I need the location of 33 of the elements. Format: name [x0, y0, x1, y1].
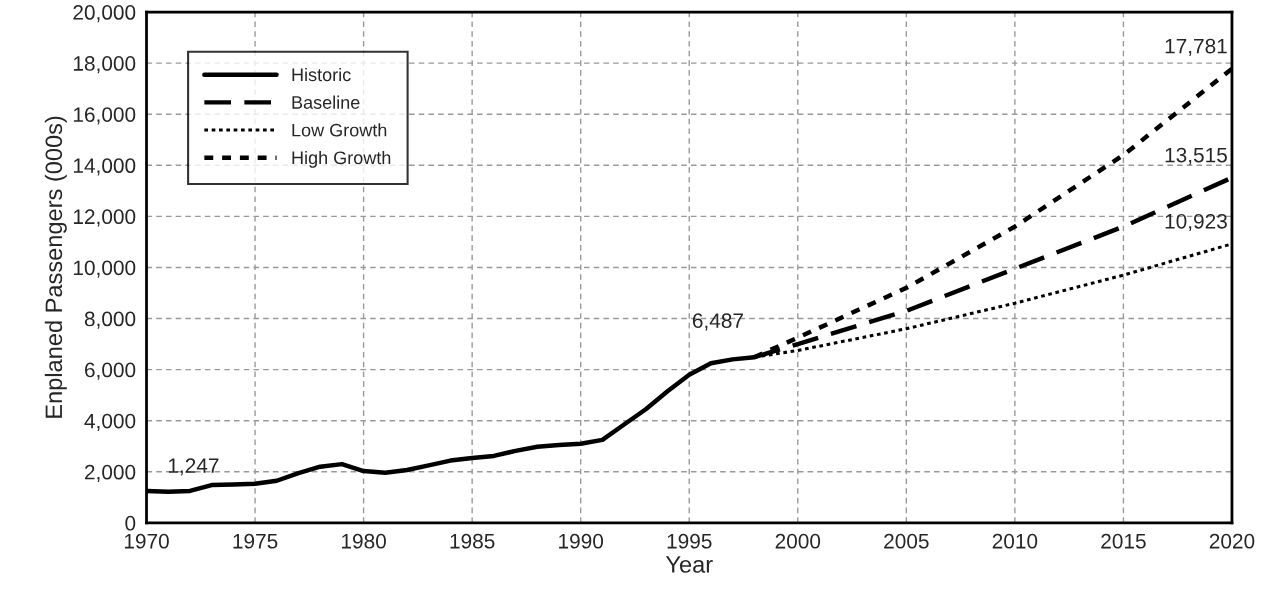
legend-label: Historic	[292, 67, 351, 82]
y-tick-label: 4,000	[84, 413, 136, 431]
x-tick-label: 2000	[775, 533, 821, 549]
legend-label: Baseline	[292, 95, 360, 109]
y-axis-title: Enplaned Passengers (000s)	[44, 116, 67, 418]
y-tick-label: 2,000	[85, 464, 136, 482]
y-tick-label: 14,000	[73, 158, 136, 176]
x-tick-label: 2010	[992, 533, 1038, 549]
x-tick-label: 2020	[1209, 533, 1255, 549]
x-tick-label: 1985	[450, 533, 495, 549]
x-tick-label: 1995	[667, 533, 712, 549]
annotation: 1,247	[168, 458, 219, 476]
x-tick-label: 1980	[342, 533, 386, 549]
annotation: 6,487	[692, 313, 743, 331]
y-tick-label: 8,000	[84, 311, 136, 329]
annotation: 17,781	[1165, 38, 1227, 56]
y-tick-label: 12,000	[73, 209, 136, 227]
y-tick-label: 20,000	[73, 5, 136, 23]
x-tick-label: 2005	[884, 533, 929, 549]
x-tick-label: 1990	[559, 533, 604, 549]
y-tick-label: 16,000	[73, 107, 136, 125]
annotation: 10,923	[1165, 213, 1227, 232]
x-tick-label: 1970	[124, 533, 169, 549]
annotation: 13,515	[1165, 147, 1227, 165]
x-axis-title: Year	[665, 556, 713, 573]
legend-label: Low Growth	[292, 123, 387, 137]
y-tick-label: 10,000	[73, 260, 136, 278]
y-tick-label: 18,000	[73, 56, 136, 74]
y-tick-label: 6,000	[85, 362, 136, 380]
x-tick-label: 1975	[233, 533, 278, 549]
legend-label: High Growth	[292, 150, 391, 168]
x-tick-label: 2015	[1101, 533, 1146, 549]
y-tick-label: 0	[125, 515, 136, 531]
